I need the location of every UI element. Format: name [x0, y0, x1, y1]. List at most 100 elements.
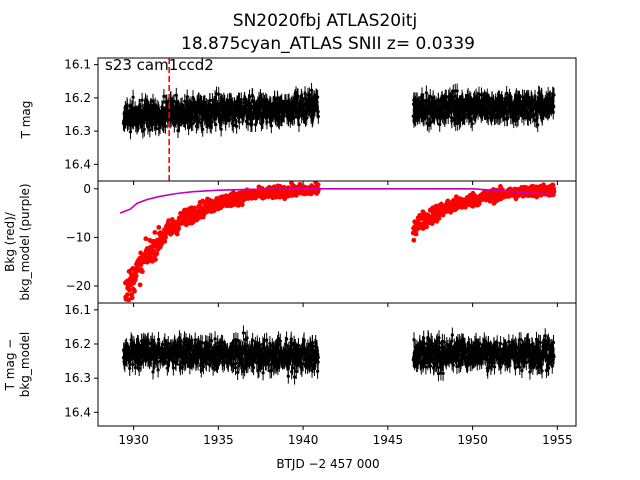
bkg-point: [550, 182, 556, 188]
data-point: [200, 341, 204, 345]
data-point: [520, 113, 524, 118]
bkg-point: [152, 257, 158, 262]
data-point: [540, 116, 544, 120]
data-point: [201, 127, 205, 131]
bkg-point: [124, 307, 129, 312]
data-point: [151, 370, 155, 374]
data-point: [243, 367, 247, 371]
y-tick-label: 16.1: [64, 58, 91, 72]
data-point: [131, 95, 135, 99]
bkg-point: [139, 269, 145, 275]
bkg-point: [133, 273, 139, 279]
data-point: [163, 124, 167, 129]
y-tick-label: 0: [83, 182, 91, 196]
chart-title-line1: SN2020fbj ATLAS20itj: [233, 11, 417, 31]
data-point: [234, 362, 238, 366]
bkg-point: [235, 202, 241, 208]
data-point: [552, 93, 556, 97]
bkg-point: [124, 306, 129, 311]
data-point: [237, 120, 241, 124]
data-point: [242, 111, 246, 115]
y-tick-label: 16.3: [64, 124, 91, 138]
data-point: [431, 96, 435, 100]
data-point: [455, 89, 459, 93]
data-point: [214, 122, 218, 127]
bkg-point: [413, 231, 419, 237]
bkg-point: [176, 226, 181, 231]
data-point: [429, 120, 433, 124]
bkg-point: [156, 224, 162, 230]
data-point: [156, 337, 161, 342]
data-point: [251, 94, 255, 98]
bkg-point: [154, 251, 160, 257]
bkg-point: [462, 204, 468, 210]
bkg-point: [129, 295, 135, 301]
data-point: [470, 122, 474, 126]
data-point: [259, 111, 263, 115]
data-point: [156, 368, 160, 372]
data-point: [172, 99, 176, 103]
y-tick-label: 16.2: [64, 91, 91, 105]
data-point: [197, 119, 201, 123]
data-point: [183, 99, 187, 103]
data-point: [486, 116, 490, 120]
bkg-point: [143, 236, 149, 242]
data-point: [219, 127, 223, 131]
bkg-model-line: [119, 187, 554, 214]
data-point: [316, 95, 320, 99]
data-point: [536, 123, 540, 127]
plot-area-1: [119, 181, 557, 312]
bkg-point: [162, 239, 168, 244]
data-point: [479, 93, 484, 97]
data-point: [276, 97, 280, 101]
bkg-point: [163, 234, 168, 240]
bkg-point: [152, 230, 158, 235]
panel-background: 0 −10 −20 Bkg (red)/bkg_model (purple): [3, 180, 577, 312]
data-point: [522, 116, 526, 120]
y-tick-label: −10: [66, 230, 91, 244]
data-point: [196, 361, 200, 365]
bkg-point: [411, 237, 417, 243]
data-point: [424, 91, 428, 95]
data-point: [210, 339, 214, 343]
data-point: [422, 99, 426, 103]
plot-area-2: [121, 325, 556, 385]
data-point: [526, 117, 530, 121]
data-point: [241, 331, 246, 335]
data-point: [450, 119, 454, 123]
bkg-point: [424, 224, 429, 230]
panel-tmag: 16.1 16.2 16.3 16.4 T mag: [19, 57, 577, 185]
bkg-point: [315, 182, 321, 188]
data-point: [316, 114, 320, 119]
data-point: [235, 124, 239, 129]
data-point: [128, 366, 132, 371]
data-point: [217, 92, 221, 96]
bkg-point: [124, 292, 130, 298]
bkg-point: [239, 202, 245, 208]
data-point: [534, 119, 538, 123]
data-point: [137, 366, 141, 371]
bkg-point: [551, 189, 557, 194]
bkg-point: [127, 287, 133, 293]
bkg-point: [166, 218, 172, 224]
data-point: [208, 98, 212, 102]
data-point: [246, 122, 250, 126]
data-point: [177, 336, 182, 340]
data-point: [162, 94, 166, 98]
bkg-point: [132, 288, 137, 294]
data-point: [309, 88, 314, 92]
data-point: [191, 344, 195, 348]
chart-title-line2: 18.875cyan_ATLAS SNII z= 0.0339: [181, 34, 475, 54]
data-point: [193, 338, 197, 342]
data-point: [438, 122, 442, 127]
y-axis-label: Bkg (red)/bkg_model (purple): [3, 183, 32, 300]
plot-area-0: [121, 82, 556, 140]
data-point: [210, 120, 214, 124]
y-tick-label: 16.4: [64, 157, 91, 171]
bkg-point: [436, 215, 442, 221]
data-point: [140, 98, 144, 102]
bkg-point: [137, 282, 143, 288]
data-point: [305, 116, 309, 120]
